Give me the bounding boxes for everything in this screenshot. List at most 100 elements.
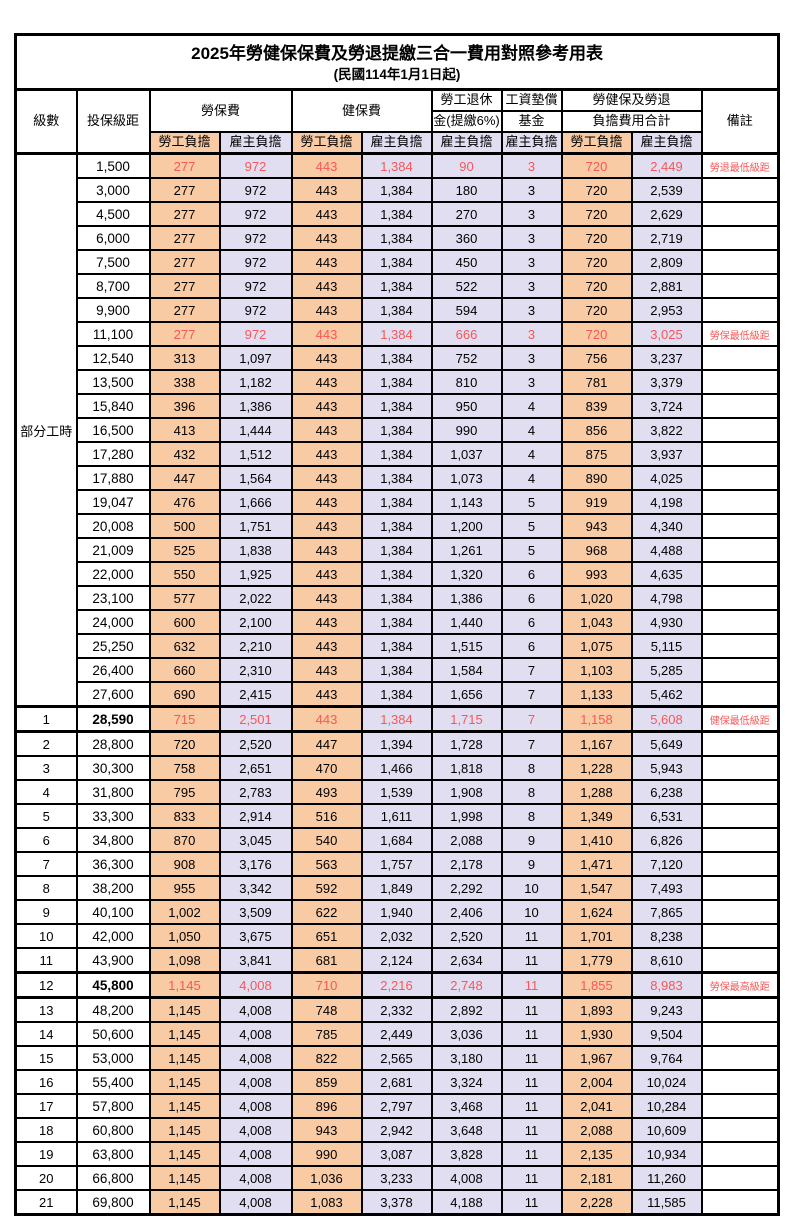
- health-employee-cell: 443: [290, 705, 363, 733]
- table-row: 5 33,300 833 2,914 516 1,611 1,998 8 1,349 6,531: [14, 803, 780, 829]
- total-employee-cell: 1,288: [560, 779, 633, 805]
- labor-employee-cell: 1,145: [148, 1093, 221, 1119]
- total-employer-cell: 4,930: [630, 609, 703, 635]
- remark-cell: 勞保最低級距: [700, 321, 780, 347]
- labor-employee-cell: 1,050: [148, 923, 221, 949]
- total-employee-cell: 1,547: [560, 875, 633, 901]
- wage-fund-employer-cell: 3: [500, 273, 563, 299]
- salary-cell: 1,500: [75, 152, 151, 179]
- health-employee-cell: 443: [290, 441, 363, 467]
- table-row: 19 63,800 1,145 4,008 990 3,087 3,828 11 2,135 10…: [14, 1141, 780, 1167]
- health-employer-cell: 2,681: [360, 1069, 433, 1095]
- pension-employer-cell: 3,180: [430, 1045, 503, 1071]
- salary-cell: 19,047: [75, 489, 151, 515]
- salary-cell: 48,200: [75, 996, 151, 1023]
- labor-employee-cell: 413: [148, 417, 221, 443]
- labor-employer-cell: 1,666: [218, 489, 293, 515]
- salary-cell: 9,900: [75, 297, 151, 323]
- pension-employer-cell: 360: [430, 225, 503, 251]
- pension-employer-cell: 2,520: [430, 923, 503, 949]
- page-title: 2025年勞健保保費及勞退提繳三合一費用對照參考用表: [191, 43, 603, 63]
- total-employee-cell: 2,228: [560, 1189, 633, 1216]
- total-employee-cell: 1,471: [560, 851, 633, 877]
- table-row: 3 30,300 758 2,651 470 1,466 1,818 8 1,228 5,943: [14, 755, 780, 781]
- salary-cell: 38,200: [75, 875, 151, 901]
- salary-cell: 11,100: [75, 321, 151, 347]
- remark-cell: [700, 513, 780, 539]
- total-employee-cell: 1,893: [560, 996, 633, 1023]
- remark-cell: [700, 273, 780, 299]
- total-employee-cell: 720: [560, 273, 633, 299]
- remark-cell: [700, 1069, 780, 1095]
- pension-employer-cell: 1,073: [430, 465, 503, 491]
- remark-cell: [700, 1093, 780, 1119]
- wage-fund-employer-cell: 3: [500, 177, 563, 203]
- table-row: 7,500 277 972 443 1,384 450 3 720 2,809: [16, 249, 780, 275]
- salary-cell: 50,600: [75, 1021, 151, 1047]
- total-employee-cell: 720: [560, 152, 633, 179]
- pension-employer-cell: 2,292: [430, 875, 503, 901]
- subheader-total-employer: 雇主負擔: [630, 131, 703, 155]
- total-employer-cell: 2,449: [630, 152, 703, 179]
- pension-employer-cell: 1,440: [430, 609, 503, 635]
- total-employee-cell: 1,410: [560, 827, 633, 853]
- salary-cell: 60,800: [75, 1117, 151, 1143]
- health-employee-cell: 540: [290, 827, 363, 853]
- health-employer-cell: 1,466: [360, 755, 433, 781]
- pension-employer-cell: 1,998: [430, 803, 503, 829]
- wage-fund-employer-cell: 4: [500, 393, 563, 419]
- table-row: 7 36,300 908 3,176 563 1,757 2,178 9 1,471 7,120: [14, 851, 780, 877]
- health-employer-cell: 1,384: [360, 201, 433, 227]
- health-employer-cell: 2,797: [360, 1093, 433, 1119]
- table-row: 14 50,600 1,145 4,008 785 2,449 3,036 11 1,930 9,…: [14, 1021, 780, 1047]
- health-employer-cell: 1,384: [360, 273, 433, 299]
- total-employee-cell: 839: [560, 393, 633, 419]
- labor-employee-cell: 1,145: [148, 1045, 221, 1071]
- labor-employee-cell: 1,098: [148, 947, 221, 974]
- labor-employer-cell: 2,520: [218, 730, 293, 757]
- remark-cell: [700, 417, 780, 443]
- total-employer-cell: 8,983: [630, 971, 703, 999]
- salary-cell: 23,100: [75, 585, 151, 611]
- wage-fund-employer-cell: 11: [500, 1165, 563, 1191]
- health-employee-cell: 443: [290, 585, 363, 611]
- labor-employer-cell: 2,914: [218, 803, 293, 829]
- level-cell: 13: [14, 996, 78, 1023]
- col-header-total-line1: 勞健保及勞退: [560, 88, 703, 112]
- health-employee-cell: 443: [290, 393, 363, 419]
- health-employee-cell: 443: [290, 417, 363, 443]
- table-row: 27,600 690 2,415 443 1,384 1,656 7 1,133 5,462: [16, 681, 780, 708]
- health-employee-cell: 443: [290, 657, 363, 683]
- pension-employer-cell: 90: [430, 152, 503, 179]
- health-employer-cell: 1,384: [360, 249, 433, 275]
- wage-fund-employer-cell: 8: [500, 755, 563, 781]
- health-employee-cell: 443: [290, 465, 363, 491]
- health-employer-cell: 1,384: [360, 297, 433, 323]
- level-cell: 19: [14, 1141, 78, 1167]
- table-row: 25,250 632 2,210 443 1,384 1,515 6 1,075 5,115: [16, 633, 780, 659]
- pension-employer-cell: 1,320: [430, 561, 503, 587]
- salary-cell: 21,009: [75, 537, 151, 563]
- wage-fund-employer-cell: 6: [500, 609, 563, 635]
- pension-employer-cell: 3,468: [430, 1093, 503, 1119]
- health-employer-cell: 2,449: [360, 1021, 433, 1047]
- health-employer-cell: 1,384: [360, 465, 433, 491]
- labor-employer-cell: 1,512: [218, 441, 293, 467]
- health-employer-cell: 2,032: [360, 923, 433, 949]
- labor-employer-cell: 2,651: [218, 755, 293, 781]
- table-row: 24,000 600 2,100 443 1,384 1,440 6 1,043 4,930: [16, 609, 780, 635]
- table-row: 23,100 577 2,022 443 1,384 1,386 6 1,020 4,798: [16, 585, 780, 611]
- subheader-pension-employer: 雇主負擔: [430, 131, 503, 155]
- pension-employer-cell: 1,818: [430, 755, 503, 781]
- health-employer-cell: 3,233: [360, 1165, 433, 1191]
- health-employer-cell: 3,378: [360, 1189, 433, 1216]
- remark-cell: [700, 755, 780, 781]
- health-employee-cell: 822: [290, 1045, 363, 1071]
- labor-employer-cell: 4,008: [218, 1189, 293, 1216]
- labor-employee-cell: 277: [148, 321, 221, 347]
- remark-cell: [700, 633, 780, 659]
- table-row: 17 57,800 1,145 4,008 896 2,797 3,468 11 2,041 10…: [14, 1093, 780, 1119]
- wage-fund-employer-cell: 11: [500, 1093, 563, 1119]
- total-employer-cell: 5,115: [630, 633, 703, 659]
- col-header-pension-line1: 勞工退休: [430, 88, 503, 112]
